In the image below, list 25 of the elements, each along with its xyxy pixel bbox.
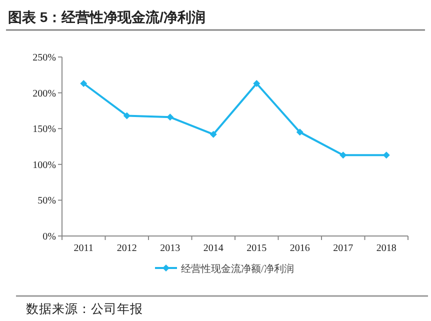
source-note: 数据来源：公司年报 — [26, 302, 143, 316]
x-tick-label: 2018 — [376, 243, 396, 254]
y-tick-label: 150% — [32, 124, 56, 136]
point — [210, 130, 217, 138]
y-tick-label: 100% — [32, 160, 56, 171]
chart-title: 图表 5：经营性净现金流/净利润 — [8, 9, 206, 25]
point — [80, 80, 88, 87]
x-tick-label: 2013 — [160, 243, 180, 254]
y-tick-label: 200% — [32, 88, 56, 100]
x-tick-label: 2011 — [74, 243, 94, 254]
y-tick-label: 0% — [42, 232, 56, 242]
x-tick-label: 2012 — [116, 243, 137, 254]
legend-label: 经营性现金流净额/净利润 — [181, 263, 294, 275]
point — [253, 80, 260, 87]
point — [340, 152, 347, 159]
point — [296, 128, 304, 136]
y-tick-label: 250% — [32, 52, 56, 64]
point — [382, 152, 390, 159]
point — [166, 114, 174, 121]
y-tick-label: 50% — [38, 196, 56, 207]
x-tick-label: 2016 — [290, 243, 310, 254]
point — [123, 112, 130, 120]
x-tick-label: 2014 — [203, 243, 224, 254]
x-tick-label: 2017 — [333, 243, 354, 254]
x-tick-label: 2015 — [246, 243, 267, 254]
